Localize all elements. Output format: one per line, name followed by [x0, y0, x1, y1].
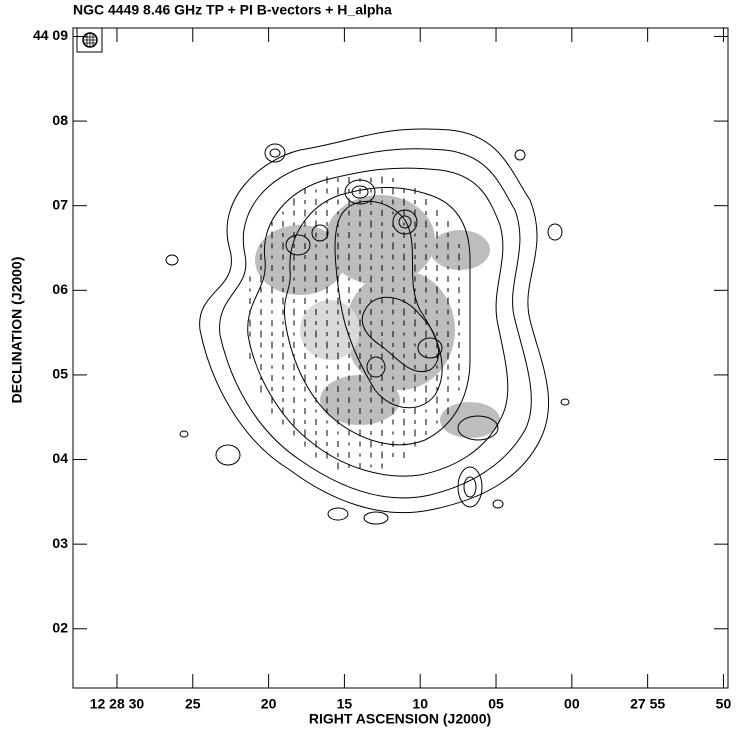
x-tick-label: 12 28 30 [90, 696, 145, 712]
y-tick-label: 44 09 [33, 27, 68, 43]
y-tick-label: 04 [52, 450, 68, 466]
x-tick-label: 50 [716, 696, 732, 712]
b-vectors [249, 176, 471, 470]
y-tick-label: 02 [52, 619, 68, 635]
beam-box [76, 27, 103, 53]
x-axis-label: RIGHT ASCENSION (J2000) [309, 711, 491, 727]
beam-hatch [83, 33, 97, 47]
x-tick-label: 20 [261, 696, 277, 712]
y-tick-label: 05 [52, 366, 68, 382]
x-tick-label: 10 [412, 696, 428, 712]
contours [165, 128, 570, 525]
y-tick-label: 08 [52, 112, 68, 128]
y-axis-label: DECLINATION (J2000) [9, 257, 25, 404]
y-tick-label: 07 [52, 196, 68, 212]
x-tick-label: 00 [564, 696, 580, 712]
plot-frame [72, 27, 729, 689]
x-tick-label: 15 [337, 696, 353, 712]
halpha-emission [255, 195, 500, 438]
y-tick-label: 06 [52, 281, 68, 297]
x-tick-label: 27 55 [630, 696, 665, 712]
chart-title: NGC 4449 8.46 GHz TP + PI B-vectors + H_… [73, 2, 392, 18]
x-tick-label: 05 [488, 696, 504, 712]
x-tick-label: 25 [185, 696, 201, 712]
y-tick-label: 03 [52, 535, 68, 551]
